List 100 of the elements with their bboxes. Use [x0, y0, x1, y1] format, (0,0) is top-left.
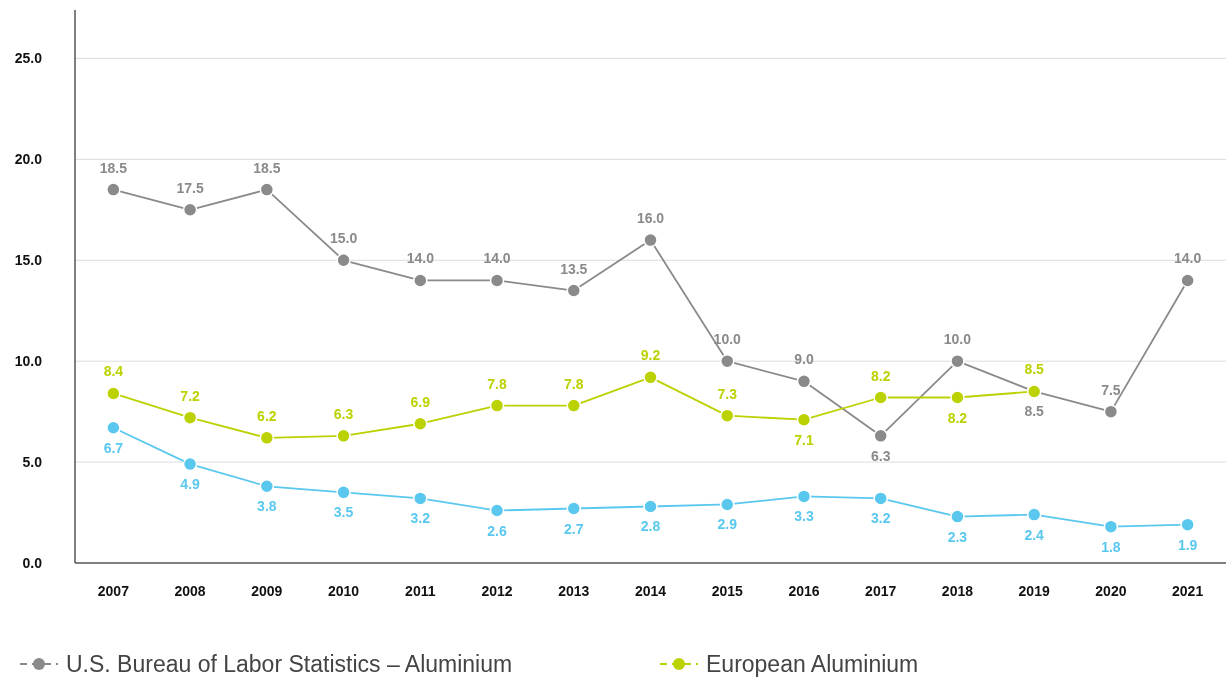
point — [336, 428, 351, 444]
data-label: 9.2 — [640, 347, 661, 364]
point — [950, 509, 965, 524]
x-tick-label: 2011 — [405, 583, 436, 599]
x-tick-label: 2020 — [1095, 583, 1127, 599]
point — [566, 283, 582, 298]
data-label: 1.9 — [1177, 536, 1198, 553]
x-tick-label: 2012 — [481, 583, 513, 599]
point — [873, 428, 888, 444]
data-label: 3.5 — [333, 504, 354, 521]
x-tick-label: 2016 — [788, 583, 820, 599]
data-label: 17.5 — [176, 179, 204, 196]
point — [1103, 519, 1119, 534]
y-tick-label: 0.0 — [22, 554, 43, 571]
point — [643, 232, 658, 248]
x-tick-label: 2018 — [941, 583, 974, 599]
data-label: 13.5 — [560, 260, 588, 277]
point — [1103, 404, 1119, 419]
data-label: 7.5 — [1101, 381, 1121, 398]
y-tick-label: 25.0 — [14, 50, 43, 67]
point — [1180, 273, 1195, 288]
point — [643, 370, 658, 385]
x-tick-label: 2009 — [251, 583, 283, 599]
data-label: 8.5 — [1024, 361, 1045, 378]
data-label: 6.9 — [410, 393, 431, 410]
x-tick-label: 2017 — [865, 583, 897, 599]
point — [950, 353, 965, 369]
data-label: 7.3 — [717, 385, 738, 402]
data-label: 3.3 — [794, 508, 814, 525]
data-label: 1.8 — [1101, 538, 1121, 555]
legend-label: European Aluminium — [706, 651, 919, 678]
data-label: 7.8 — [487, 375, 507, 392]
point — [182, 456, 198, 472]
point — [719, 408, 735, 423]
point — [182, 202, 198, 218]
point — [796, 412, 812, 427]
x-tick-label: 2019 — [1018, 583, 1050, 599]
y-tick-label: 5.0 — [22, 453, 43, 470]
point — [336, 253, 351, 268]
point — [106, 182, 121, 197]
data-label: 6.7 — [103, 439, 124, 456]
data-label: 2.6 — [487, 522, 507, 539]
data-label: 6.3 — [870, 447, 891, 464]
data-label: 4.9 — [180, 476, 201, 493]
y-tick-label: 15.0 — [14, 252, 43, 269]
point — [873, 390, 888, 405]
point — [413, 416, 428, 431]
data-label: 8.2 — [947, 409, 968, 426]
y-tick-label: 10.0 — [14, 353, 43, 370]
x-tick-label: 2013 — [558, 583, 590, 599]
data-label: 2.8 — [640, 518, 661, 535]
point — [643, 499, 658, 514]
point — [489, 503, 505, 518]
data-label: 14.0 — [406, 250, 435, 267]
point — [259, 182, 275, 197]
data-label: 8.2 — [870, 367, 891, 384]
point — [489, 273, 505, 288]
data-label: 16.0 — [636, 210, 665, 227]
point — [413, 491, 428, 506]
data-label: 7.2 — [180, 387, 201, 404]
point — [719, 497, 735, 512]
data-label: 2.4 — [1024, 526, 1045, 543]
point — [106, 420, 121, 436]
data-label: 6.2 — [257, 407, 277, 424]
point — [182, 410, 198, 425]
data-label: 2.3 — [947, 528, 968, 545]
point — [1026, 507, 1042, 522]
data-label: 18.5 — [99, 159, 128, 176]
point — [950, 390, 965, 405]
data-label: 10.0 — [943, 331, 972, 348]
x-tick-label: 2007 — [97, 583, 130, 599]
x-tick-label: 2010 — [327, 583, 360, 599]
data-label: 7.8 — [564, 375, 584, 392]
data-label: 14.0 — [483, 250, 511, 267]
x-tick-label: 2008 — [174, 583, 206, 599]
data-label: 18.5 — [253, 159, 281, 176]
point — [413, 273, 428, 288]
x-tick-label: 2015 — [711, 583, 744, 599]
point — [796, 489, 812, 504]
data-label: 3.2 — [870, 510, 891, 527]
data-label: 3.8 — [257, 498, 277, 515]
data-label: 8.4 — [103, 363, 124, 380]
point — [873, 491, 888, 506]
data-label: 8.5 — [1024, 403, 1045, 420]
data-label: 3.2 — [410, 510, 431, 527]
y-tick-label: 20.0 — [14, 151, 43, 168]
data-label: 6.3 — [333, 405, 354, 422]
data-label: 2.9 — [717, 516, 738, 533]
point — [719, 353, 735, 369]
data-label: 7.1 — [794, 431, 814, 448]
x-tick-label: 2014 — [634, 583, 667, 599]
x-tick-label: 2021 — [1172, 583, 1204, 599]
legend-label: U.S. Bureau of Labor Statistics – Aluminium — [66, 651, 513, 678]
point — [489, 398, 505, 413]
point — [566, 501, 582, 516]
point — [106, 386, 121, 401]
data-label: 14.0 — [1174, 250, 1202, 267]
data-label: 15.0 — [329, 230, 358, 247]
point — [796, 374, 812, 389]
point — [1180, 517, 1195, 532]
